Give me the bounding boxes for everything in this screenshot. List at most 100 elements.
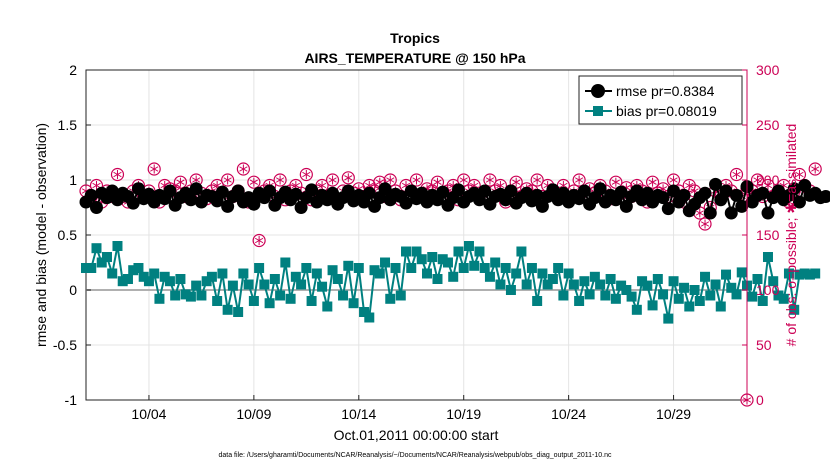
- bias-point: [610, 293, 621, 304]
- bias-point: [164, 276, 175, 287]
- y-axis-label: rmse and bias (model - observation): [33, 123, 49, 347]
- bias-point: [469, 260, 480, 271]
- bias-point: [327, 265, 338, 276]
- rmse-point: [263, 184, 277, 198]
- assimilated-obs-point: [685, 181, 694, 190]
- bias-point: [621, 285, 632, 295]
- rmse-point: [756, 186, 770, 200]
- series-layer: [79, 162, 830, 407]
- bias-point: [794, 269, 805, 280]
- bias-point: [448, 271, 459, 282]
- bias-point: [658, 289, 669, 300]
- y2-axis-label: # of obs: o=possible; ✱=assimilated: [783, 124, 799, 347]
- bias-point: [474, 246, 485, 257]
- bias-point: [243, 279, 254, 290]
- rmse-point: [719, 184, 733, 198]
- bias-point: [311, 268, 322, 279]
- bias-point: [705, 290, 716, 301]
- rmse-point: [656, 191, 670, 205]
- rmse-point: [247, 197, 261, 211]
- y-tick-label: -1: [65, 392, 78, 408]
- bias-point: [762, 252, 773, 262]
- bias-point: [159, 271, 170, 282]
- rmse-point: [378, 182, 392, 196]
- bias-point: [348, 298, 359, 309]
- bias-point: [542, 279, 553, 290]
- bias-point: [421, 268, 432, 279]
- rmse-point: [326, 186, 340, 200]
- y2-tick-label: 300: [756, 62, 780, 78]
- bias-point: [233, 307, 244, 317]
- rmse-point: [703, 206, 717, 220]
- bias-point: [783, 268, 794, 279]
- bias-point: [679, 282, 690, 293]
- bias-point: [206, 271, 217, 282]
- rmse-point: [698, 186, 712, 200]
- rmse-point: [341, 184, 355, 198]
- bias-point: [122, 274, 133, 284]
- bias-point: [799, 268, 810, 279]
- assimilated-obs-point: [249, 177, 259, 187]
- possible-obs-point: [236, 162, 250, 176]
- bias-point: [395, 290, 406, 301]
- bias-point: [710, 279, 721, 290]
- bias-point: [212, 296, 223, 306]
- assimilated-obs-point: [648, 177, 657, 187]
- bias-point: [238, 268, 249, 279]
- assimilated-obs-point: [239, 164, 248, 174]
- bias-point: [484, 271, 495, 282]
- possible-obs-point: [609, 175, 623, 189]
- bias-point: [442, 257, 453, 268]
- rmse-point: [792, 195, 806, 209]
- possible-obs-point: [221, 173, 235, 187]
- bias-point: [101, 252, 112, 262]
- bias-point: [390, 263, 401, 273]
- rmse-point: [221, 199, 235, 213]
- assimilated-obs-point: [302, 170, 311, 179]
- possible-obs-point: [430, 175, 445, 189]
- y2-tick-label: 250: [756, 117, 780, 133]
- assimilated-obs-point: [763, 181, 773, 190]
- legend-rmse-label: rmse pr=0.8384: [616, 83, 715, 99]
- bias-point: [332, 274, 343, 284]
- bias-point: [343, 260, 354, 271]
- legend-box: rmse pr=0.8384 bias pr=0.08019: [578, 75, 743, 125]
- bias-point: [726, 282, 737, 293]
- assimilated-obs-point: [669, 175, 678, 185]
- bias-point: [170, 290, 181, 301]
- bias-point: [149, 268, 160, 279]
- bias-point: [364, 312, 375, 323]
- bias-point: [579, 276, 590, 287]
- bias-point: [547, 274, 558, 284]
- bias-point: [154, 293, 165, 304]
- bias-point: [107, 268, 118, 279]
- y2-tick-label: 200: [756, 172, 780, 188]
- bias-point: [248, 296, 259, 306]
- rmse-point: [504, 184, 518, 198]
- assimilated-obs-point: [700, 219, 710, 229]
- bias-point: [81, 263, 91, 273]
- possible-obs-point: [729, 167, 744, 182]
- bias-point: [642, 280, 653, 291]
- bias-point: [338, 290, 349, 301]
- bias-point: [810, 268, 821, 279]
- bias-point: [532, 296, 543, 306]
- x-axis-label: Oct.01,2011 00:00:00 start: [334, 427, 499, 443]
- bias-point: [201, 276, 212, 287]
- y2-tick-label: 100: [756, 282, 780, 298]
- bias-point: [359, 307, 370, 317]
- bias-point: [516, 246, 527, 257]
- assimilated-obs-point: [113, 170, 122, 179]
- bias-point: [175, 274, 186, 284]
- assimilated-obs-point: [223, 175, 232, 185]
- bias-point: [380, 257, 391, 268]
- bias-point: [138, 271, 149, 282]
- bias-point: [558, 290, 569, 301]
- rmse-point: [451, 183, 465, 197]
- bias-point: [505, 285, 516, 295]
- possible-obs-point: [808, 162, 822, 176]
- bias-point: [736, 267, 747, 278]
- x-tick-label: 10/24: [551, 406, 586, 422]
- bias-point: [568, 279, 579, 290]
- bias-point: [589, 271, 600, 282]
